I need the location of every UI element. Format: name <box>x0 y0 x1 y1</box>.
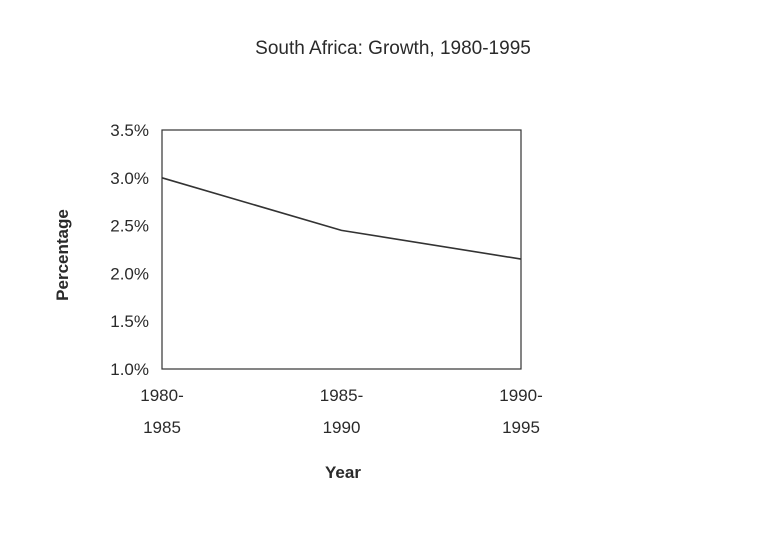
y-tick-label: 2.5% <box>110 217 149 236</box>
y-tick-label: 2.0% <box>110 264 149 283</box>
series-layer <box>161 177 522 260</box>
y-tick-labels: 1.0% 1.5% 2.0% 2.5% 3.0% 3.5% <box>110 121 149 379</box>
y-axis-label: Percentage <box>53 209 72 301</box>
x-tick-label: 1995 <box>502 418 540 437</box>
x-axis-label: Year <box>325 463 361 482</box>
y-tick-label: 1.0% <box>110 360 149 379</box>
chart-title: South Africa: Growth, 1980-1995 <box>255 38 531 59</box>
y-tick-label: 1.5% <box>110 312 149 331</box>
plot-frame <box>161 129 522 370</box>
x-tick-label: 1985- <box>320 386 363 405</box>
x-tick-labels: 1980- 1985 1985- 1990 1990- 1995 <box>140 386 542 437</box>
x-tick-label: 1990- <box>499 386 542 405</box>
x-tick-label: 1990 <box>323 418 361 437</box>
y-tick-label: 3.5% <box>110 121 149 140</box>
series-line <box>161 177 522 260</box>
x-tick-label: 1985 <box>143 418 181 437</box>
y-tick-label: 3.0% <box>110 169 149 188</box>
x-tick-label: 1980- <box>140 386 183 405</box>
